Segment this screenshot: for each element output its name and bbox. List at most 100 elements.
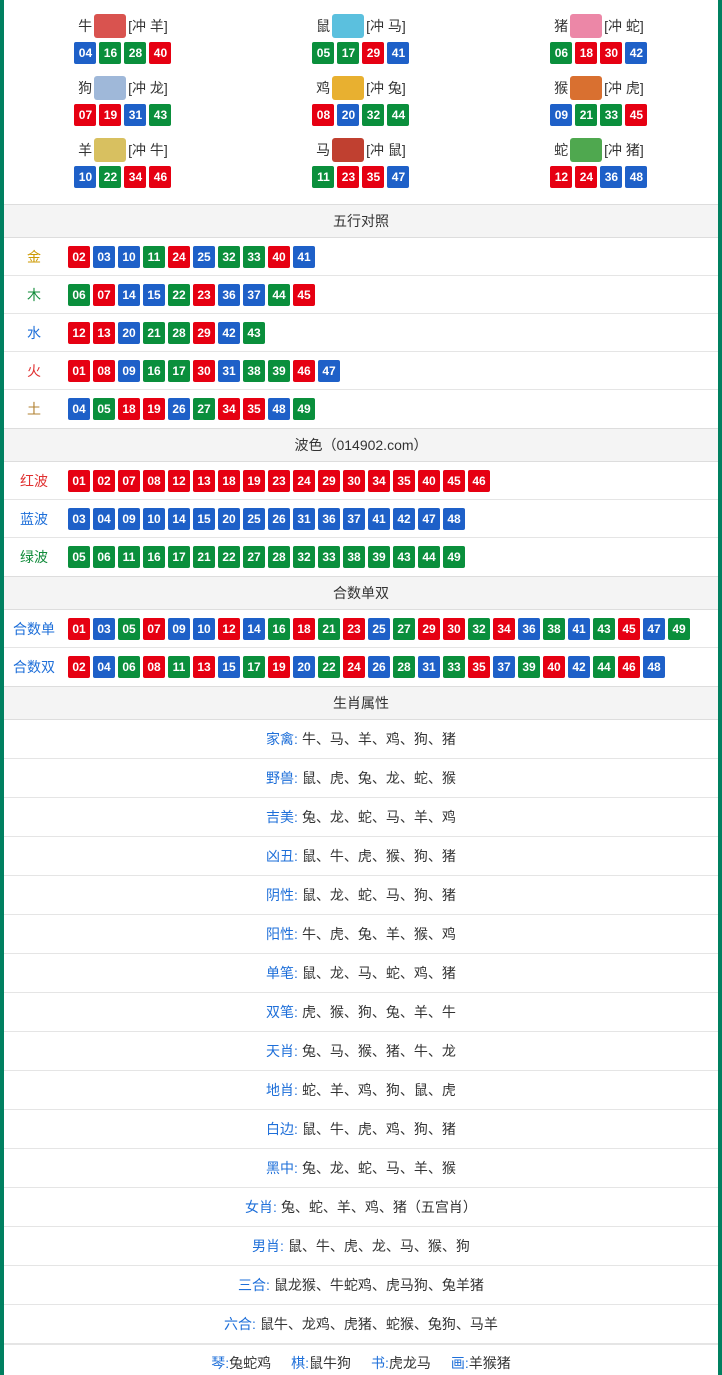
zodiac-cell: 牛[冲 羊]04162840 bbox=[4, 8, 242, 70]
table-row: 合数双0204060811131517192022242628313335373… bbox=[4, 648, 718, 686]
number-ball: 24 bbox=[575, 166, 597, 188]
attribute-value: 鼠、虎、兔、龙、蛇、猴 bbox=[302, 770, 456, 786]
number-ball: 18 bbox=[118, 398, 140, 420]
four-arts-value: 羊猴猪 bbox=[469, 1355, 511, 1371]
number-ball: 31 bbox=[218, 360, 240, 382]
number-ball: 47 bbox=[387, 166, 409, 188]
zodiac-numbers: 10223446 bbox=[74, 166, 171, 188]
row-label: 合数单 bbox=[4, 613, 64, 645]
row-label: 火 bbox=[4, 355, 64, 387]
zodiac-numbers: 05172941 bbox=[312, 42, 409, 64]
number-ball: 09 bbox=[168, 618, 190, 640]
four-arts-label: 棋: bbox=[291, 1355, 309, 1371]
number-ball: 43 bbox=[149, 104, 171, 126]
number-ball: 45 bbox=[625, 104, 647, 126]
number-ball: 30 bbox=[600, 42, 622, 64]
attribute-label: 阴性: bbox=[266, 887, 298, 903]
attribute-label: 黑中: bbox=[266, 1160, 298, 1176]
zodiac-top: 羊[冲 牛] bbox=[78, 138, 168, 162]
number-ball: 38 bbox=[343, 546, 365, 568]
zodiac-name: 蛇 bbox=[554, 140, 568, 160]
number-ball: 35 bbox=[468, 656, 490, 678]
row-label: 水 bbox=[4, 317, 64, 349]
number-ball: 17 bbox=[168, 360, 190, 382]
zodiac-name: 羊 bbox=[78, 140, 92, 160]
attribute-row: 野兽:鼠、虎、兔、龙、蛇、猴 bbox=[4, 759, 718, 798]
zodiac-clash: [冲 蛇] bbox=[604, 16, 644, 36]
zodiac-name: 狗 bbox=[78, 78, 92, 98]
number-ball: 28 bbox=[268, 546, 290, 568]
number-ball: 18 bbox=[293, 618, 315, 640]
attribute-value: 鼠、龙、蛇、马、狗、猪 bbox=[302, 887, 456, 903]
zodiac-name: 鸡 bbox=[316, 78, 330, 98]
number-ball: 08 bbox=[143, 656, 165, 678]
attribute-row: 男肖:鼠、牛、虎、龙、马、猴、狗 bbox=[4, 1227, 718, 1266]
number-ball: 10 bbox=[74, 166, 96, 188]
zodiac-name: 猪 bbox=[554, 16, 568, 36]
heshu-header: 合数单双 bbox=[4, 576, 718, 610]
number-ball: 21 bbox=[193, 546, 215, 568]
row-numbers: 0102070812131819232429303435404546 bbox=[64, 464, 494, 498]
four-arts-label: 琴: bbox=[211, 1355, 229, 1371]
number-ball: 24 bbox=[343, 656, 365, 678]
number-ball: 45 bbox=[293, 284, 315, 306]
number-ball: 45 bbox=[443, 470, 465, 492]
attribute-value: 鼠龙猴、牛蛇鸡、虎马狗、兔羊猪 bbox=[274, 1277, 484, 1293]
four-arts-item: 书:虎龙马 bbox=[371, 1353, 431, 1373]
number-ball: 26 bbox=[368, 656, 390, 678]
attribute-value: 兔、龙、蛇、马、羊、鸡 bbox=[302, 809, 456, 825]
zodiac-top: 蛇 [冲 猪] bbox=[554, 138, 644, 162]
attribute-row: 女肖:兔、蛇、羊、鸡、猪（五宫肖） bbox=[4, 1188, 718, 1227]
zodiac-cell: 猴[冲 虎]09213345 bbox=[480, 70, 718, 132]
number-ball: 16 bbox=[268, 618, 290, 640]
number-ball: 33 bbox=[600, 104, 622, 126]
number-ball: 46 bbox=[468, 470, 490, 492]
number-ball: 44 bbox=[387, 104, 409, 126]
zodiac-clash: [冲 虎] bbox=[604, 78, 644, 98]
number-ball: 40 bbox=[149, 42, 171, 64]
number-ball: 36 bbox=[600, 166, 622, 188]
number-ball: 01 bbox=[68, 360, 90, 382]
zodiac-animal-icon bbox=[332, 138, 364, 162]
attribute-label: 六合: bbox=[224, 1316, 256, 1332]
number-ball: 37 bbox=[343, 508, 365, 530]
zodiac-top: 猪 [冲 蛇] bbox=[554, 14, 644, 38]
number-ball: 20 bbox=[118, 322, 140, 344]
zodiac-clash: [冲 猪] bbox=[604, 140, 644, 160]
number-ball: 41 bbox=[568, 618, 590, 640]
attribute-label: 单笔: bbox=[266, 965, 298, 981]
row-label: 金 bbox=[4, 241, 64, 273]
number-ball: 11 bbox=[168, 656, 190, 678]
number-ball: 17 bbox=[243, 656, 265, 678]
number-ball: 28 bbox=[168, 322, 190, 344]
zodiac-numbers: 07193143 bbox=[74, 104, 171, 126]
row-numbers: 1213202128294243 bbox=[64, 316, 269, 350]
number-ball: 03 bbox=[93, 618, 115, 640]
number-ball: 03 bbox=[93, 246, 115, 268]
attribute-row: 白边:鼠、牛、虎、鸡、狗、猪 bbox=[4, 1110, 718, 1149]
number-ball: 16 bbox=[143, 360, 165, 382]
zodiac-numbers: 09213345 bbox=[550, 104, 647, 126]
row-numbers: 03040910141520252631363741424748 bbox=[64, 502, 469, 536]
number-ball: 43 bbox=[393, 546, 415, 568]
number-ball: 14 bbox=[243, 618, 265, 640]
number-ball: 32 bbox=[362, 104, 384, 126]
number-ball: 11 bbox=[143, 246, 165, 268]
number-ball: 43 bbox=[243, 322, 265, 344]
attribute-label: 女肖: bbox=[245, 1199, 277, 1215]
number-ball: 30 bbox=[193, 360, 215, 382]
number-ball: 29 bbox=[318, 470, 340, 492]
attribute-row: 天肖:兔、马、猴、猪、牛、龙 bbox=[4, 1032, 718, 1071]
four-arts-row: 琴:兔蛇鸡棋:鼠牛狗书:虎龙马画:羊猴猪 bbox=[4, 1344, 718, 1375]
attribute-row: 黑中:兔、龙、蛇、马、羊、猴 bbox=[4, 1149, 718, 1188]
zodiac-cell: 狗[冲 龙]07193143 bbox=[4, 70, 242, 132]
four-arts-item: 琴:兔蛇鸡 bbox=[211, 1353, 271, 1373]
number-ball: 46 bbox=[293, 360, 315, 382]
number-ball: 06 bbox=[68, 284, 90, 306]
number-ball: 12 bbox=[218, 618, 240, 640]
zodiac-animal-icon bbox=[332, 14, 364, 38]
bose-header: 波色（014902.com） bbox=[4, 428, 718, 462]
number-ball: 07 bbox=[143, 618, 165, 640]
attribute-row: 家禽:牛、马、羊、鸡、狗、猪 bbox=[4, 720, 718, 759]
number-ball: 30 bbox=[443, 618, 465, 640]
